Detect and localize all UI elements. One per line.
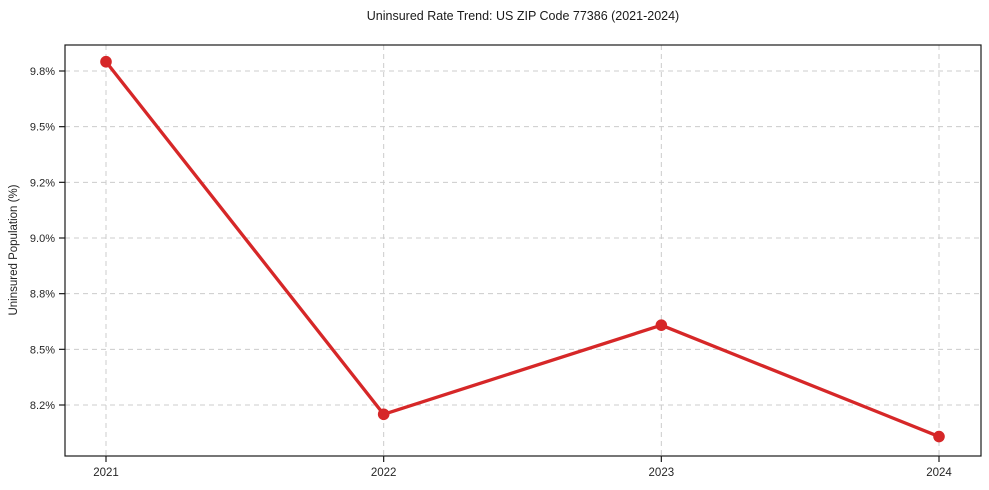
data-point-marker xyxy=(377,408,390,421)
y-tick-label: 9.8% xyxy=(30,66,55,78)
trend-line xyxy=(104,60,941,439)
plot-frame xyxy=(64,44,982,457)
tick-marks xyxy=(59,70,940,462)
y-tick-label: 9.5% xyxy=(30,122,55,134)
data-point-marker xyxy=(655,319,668,332)
y-tick-label: 9.2% xyxy=(30,177,55,189)
axes-frame xyxy=(64,44,982,457)
data-series xyxy=(100,55,945,443)
y-tick-label: 9.0% xyxy=(30,233,55,245)
y-tick-label: 8.5% xyxy=(30,344,55,356)
x-tick-label: 2023 xyxy=(649,467,675,479)
x-tick-label: 2022 xyxy=(371,467,397,479)
gridlines xyxy=(65,45,981,456)
tick-labels: 9.8% 9.5% 9.2% 9.0% 8.8% 8.5% 8.2% 2021 2022 2023… xyxy=(30,66,952,479)
data-point-marker xyxy=(933,430,945,443)
chart-title: Uninsured Rate Trend: US ZIP Code 77386 … xyxy=(366,9,680,23)
y-tick-label: 8.8% xyxy=(30,289,55,301)
y-tick-label: 8.2% xyxy=(30,400,55,412)
data-point-marker xyxy=(100,55,112,68)
x-tick-label: 2024 xyxy=(926,467,952,479)
x-tick-label: 2021 xyxy=(93,467,119,479)
